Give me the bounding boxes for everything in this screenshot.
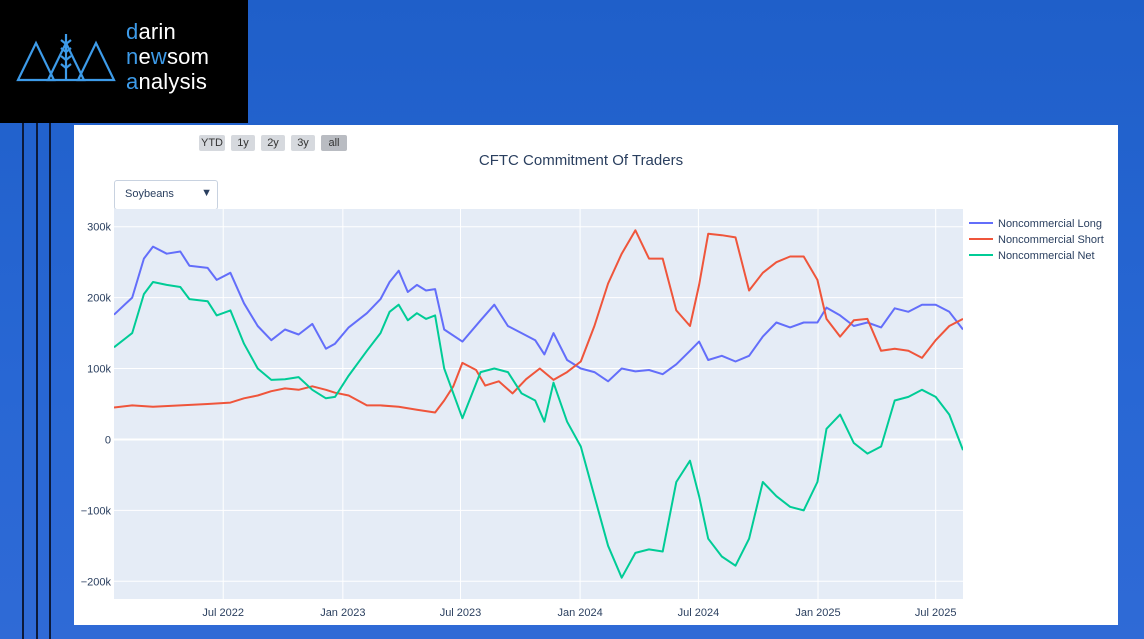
legend-label: Noncommercial Net xyxy=(998,250,1095,262)
series-line-noncommercial-long xyxy=(114,245,963,383)
range-button-2y[interactable]: 2y xyxy=(261,135,285,151)
series-line-noncommercial-short xyxy=(114,229,963,414)
brand-logo: darin newsom analysis xyxy=(0,0,248,123)
chart-panel: YTD 1y 2y 3y all CFTC Commitment Of Trad… xyxy=(74,125,1118,625)
y-tick-label: −200k xyxy=(81,576,112,588)
y-tick-label: 100k xyxy=(87,364,111,376)
x-tick-label: Jan 2024 xyxy=(557,607,602,619)
series-line-noncommercial-net xyxy=(114,281,963,579)
sidebar-line-3 xyxy=(49,120,51,639)
range-button-1y[interactable]: 1y xyxy=(231,135,255,151)
sidebar-line-2 xyxy=(36,120,38,639)
range-button-ytd[interactable]: YTD xyxy=(199,135,225,151)
range-button-all[interactable]: all xyxy=(321,135,347,151)
dropdown-value: Soybeans xyxy=(125,188,174,200)
x-tick-label: Jul 2022 xyxy=(202,607,244,619)
x-tick-label: Jan 2023 xyxy=(320,607,365,619)
y-tick-label: 0 xyxy=(105,434,111,446)
x-tick-label: Jul 2023 xyxy=(440,607,482,619)
chart-plot: 300k 200k 100k 0 −100k −200k Jul 2022 Jan 2023 J… xyxy=(81,209,1104,619)
commodity-dropdown[interactable]: Soybeans ▼ xyxy=(114,180,218,210)
legend-label: Noncommercial Short xyxy=(998,234,1104,246)
brand-wordmark: darin newsom analysis xyxy=(126,19,210,94)
mountain-logo-icon xyxy=(16,34,116,82)
x-tick-label: Jan 2025 xyxy=(795,607,840,619)
y-tick-label: 300k xyxy=(87,222,111,234)
y-tick-label: −100k xyxy=(81,505,112,517)
chart-title: CFTC Commitment Of Traders xyxy=(478,152,684,169)
x-tick-label: Jul 2025 xyxy=(915,607,957,619)
dropdown-arrow-icon: ▼ xyxy=(201,187,212,199)
range-button-3y[interactable]: 3y xyxy=(291,135,315,151)
plot-background xyxy=(114,209,963,599)
x-tick-label: Jul 2024 xyxy=(678,607,720,619)
sidebar-line-1 xyxy=(22,120,24,639)
y-tick-label: 200k xyxy=(87,293,111,305)
legend-label: Noncommercial Long xyxy=(998,218,1102,230)
